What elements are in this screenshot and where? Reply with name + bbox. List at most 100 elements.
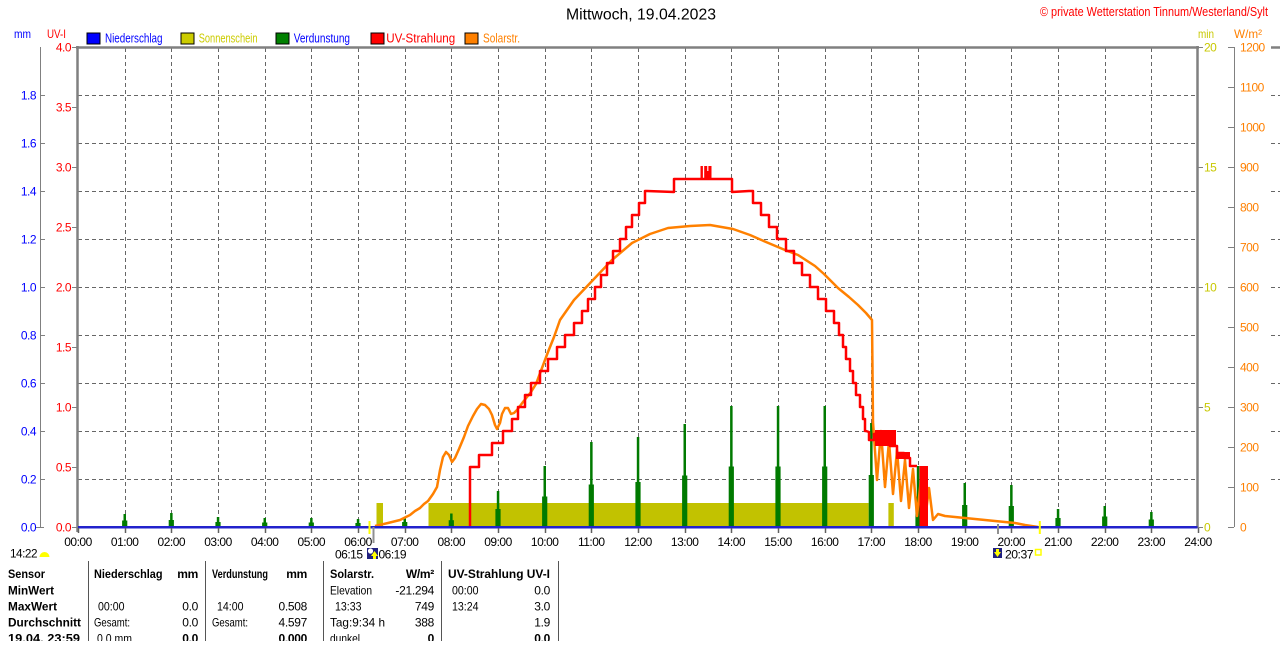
svg-text:1100: 1100 bbox=[1240, 81, 1265, 95]
svg-text:Niederschlag: Niederschlag bbox=[94, 567, 163, 581]
svg-text:Tag:9:34 h: Tag:9:34 h bbox=[330, 615, 385, 629]
svg-text:17:00: 17:00 bbox=[858, 535, 886, 549]
svg-text:200: 200 bbox=[1240, 441, 1259, 455]
svg-text:11:00: 11:00 bbox=[578, 535, 605, 549]
svg-text:03:00: 03:00 bbox=[204, 535, 232, 549]
svg-text:700: 700 bbox=[1240, 241, 1259, 255]
svg-text:0.0: 0.0 bbox=[182, 615, 198, 629]
svg-text:13:33: 13:33 bbox=[335, 600, 362, 614]
svg-text:13:24: 13:24 bbox=[452, 600, 479, 614]
svg-text:500: 500 bbox=[1240, 321, 1259, 335]
svg-text:1.2: 1.2 bbox=[21, 233, 37, 247]
svg-text:0.5: 0.5 bbox=[56, 461, 72, 475]
svg-text:min: min bbox=[1198, 27, 1214, 41]
svg-text:749: 749 bbox=[415, 600, 435, 614]
svg-text:20:00: 20:00 bbox=[998, 535, 1026, 549]
svg-text:mm: mm bbox=[177, 567, 198, 581]
svg-text:05:00: 05:00 bbox=[298, 535, 326, 549]
svg-text:0.0 mm: 0.0 mm bbox=[97, 632, 132, 642]
svg-text:3.0: 3.0 bbox=[534, 600, 550, 614]
svg-text:1.6: 1.6 bbox=[21, 137, 37, 151]
svg-text:19.04. 23:59: 19.04. 23:59 bbox=[8, 632, 80, 642]
svg-text:07:00: 07:00 bbox=[391, 535, 419, 549]
svg-text:Gesamt:: Gesamt: bbox=[212, 615, 248, 629]
svg-text:0.6: 0.6 bbox=[21, 377, 37, 391]
svg-text:19:00: 19:00 bbox=[951, 535, 979, 549]
svg-text:10: 10 bbox=[1204, 281, 1217, 295]
svg-text:Mittwoch, 19.04.2023: Mittwoch, 19.04.2023 bbox=[566, 7, 716, 24]
svg-text:14:00: 14:00 bbox=[217, 600, 244, 614]
svg-text:06:19: 06:19 bbox=[379, 548, 407, 562]
svg-text:Niederschlag: Niederschlag bbox=[105, 30, 163, 45]
svg-text:Solarstr.: Solarstr. bbox=[330, 567, 374, 581]
svg-text:Solarstr.: Solarstr. bbox=[483, 30, 520, 45]
svg-text:400: 400 bbox=[1240, 361, 1259, 375]
svg-text:600: 600 bbox=[1240, 281, 1259, 295]
svg-text:08:00: 08:00 bbox=[438, 535, 466, 549]
svg-text:09:00: 09:00 bbox=[484, 535, 512, 549]
svg-text:0.2: 0.2 bbox=[21, 473, 37, 487]
svg-text:16:00: 16:00 bbox=[811, 535, 839, 549]
svg-text:dunkel: dunkel bbox=[330, 632, 360, 642]
svg-text:06:15: 06:15 bbox=[335, 548, 363, 562]
svg-text:MaxWert: MaxWert bbox=[8, 600, 57, 614]
svg-text:00:00: 00:00 bbox=[98, 600, 125, 614]
svg-text:0.0: 0.0 bbox=[182, 600, 198, 614]
svg-text:0: 0 bbox=[1204, 521, 1211, 535]
svg-text:0.0: 0.0 bbox=[534, 632, 550, 642]
svg-text:mm: mm bbox=[14, 27, 31, 41]
svg-text:0.508: 0.508 bbox=[278, 600, 307, 614]
svg-text:1000: 1000 bbox=[1240, 121, 1266, 135]
svg-text:0.000: 0.000 bbox=[278, 632, 307, 642]
svg-text:0: 0 bbox=[428, 632, 435, 642]
svg-text:2.0: 2.0 bbox=[56, 281, 72, 295]
svg-text:5: 5 bbox=[1204, 401, 1211, 415]
svg-text:-21.294: -21.294 bbox=[395, 583, 434, 597]
svg-text:1.0: 1.0 bbox=[21, 281, 37, 295]
svg-text:02:00: 02:00 bbox=[158, 535, 186, 549]
svg-text:18:00: 18:00 bbox=[904, 535, 932, 549]
svg-text:W/m²: W/m² bbox=[406, 567, 434, 581]
svg-text:Verdunstung: Verdunstung bbox=[212, 567, 268, 581]
svg-text:Sonnenschein: Sonnenschein bbox=[199, 30, 258, 45]
svg-text:Durchschnitt: Durchschnitt bbox=[8, 615, 81, 629]
svg-text:Elevation: Elevation bbox=[330, 583, 372, 597]
svg-text:0.0: 0.0 bbox=[182, 632, 198, 642]
svg-text:1.0: 1.0 bbox=[56, 401, 72, 415]
svg-text:388: 388 bbox=[415, 615, 435, 629]
svg-text:Sensor: Sensor bbox=[8, 567, 45, 581]
svg-text:0.8: 0.8 bbox=[21, 329, 37, 343]
svg-text:800: 800 bbox=[1240, 201, 1259, 215]
svg-text:2.5: 2.5 bbox=[56, 221, 72, 235]
svg-text:UV-Strahlung UV-I: UV-Strahlung UV-I bbox=[448, 567, 550, 581]
svg-text:4.0: 4.0 bbox=[56, 41, 72, 55]
svg-text:UV-I: UV-I bbox=[47, 27, 66, 41]
svg-text:20: 20 bbox=[1204, 41, 1217, 55]
svg-text:0.0: 0.0 bbox=[56, 521, 72, 535]
svg-text:© private Wetterstation Tinnum: © private Wetterstation Tinnum/Westerlan… bbox=[1040, 5, 1268, 19]
svg-text:3.0: 3.0 bbox=[56, 161, 72, 175]
svg-text:4.597: 4.597 bbox=[278, 615, 307, 629]
svg-text:01:00: 01:00 bbox=[111, 535, 139, 549]
svg-text:1.5: 1.5 bbox=[56, 341, 72, 355]
svg-text:06:00: 06:00 bbox=[344, 535, 372, 549]
svg-text:21:00: 21:00 bbox=[1044, 535, 1072, 549]
svg-text:24:00: 24:00 bbox=[1184, 535, 1212, 549]
svg-text:10:00: 10:00 bbox=[531, 535, 559, 549]
svg-text:13:00: 13:00 bbox=[671, 535, 699, 549]
svg-text:20:37: 20:37 bbox=[1005, 548, 1034, 562]
svg-text:1.9: 1.9 bbox=[534, 615, 550, 629]
svg-text:22:00: 22:00 bbox=[1091, 535, 1119, 549]
svg-text:1.4: 1.4 bbox=[21, 185, 37, 199]
svg-text:MinWert: MinWert bbox=[8, 583, 54, 597]
svg-text:15: 15 bbox=[1204, 161, 1217, 175]
svg-text:3.5: 3.5 bbox=[56, 101, 72, 115]
svg-text:0.4: 0.4 bbox=[21, 425, 37, 439]
svg-text:14:00: 14:00 bbox=[718, 535, 746, 549]
svg-text:0: 0 bbox=[1240, 521, 1247, 535]
svg-text:0.0: 0.0 bbox=[21, 521, 37, 535]
svg-text:00:00: 00:00 bbox=[452, 583, 479, 597]
svg-text:04:00: 04:00 bbox=[251, 535, 279, 549]
svg-text:100: 100 bbox=[1240, 481, 1259, 495]
svg-text:1200: 1200 bbox=[1240, 41, 1266, 55]
